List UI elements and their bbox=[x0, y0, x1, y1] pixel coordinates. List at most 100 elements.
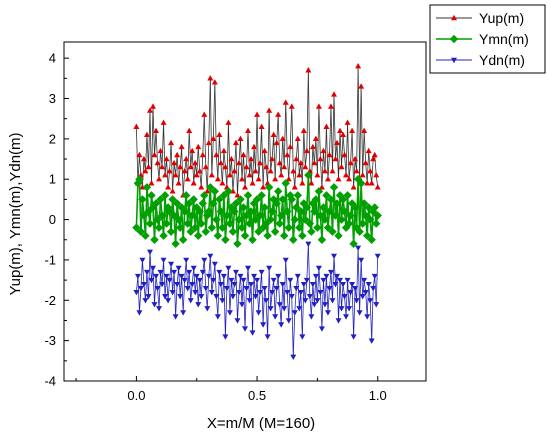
series-2-point bbox=[183, 219, 192, 228]
series-3-point bbox=[160, 257, 167, 264]
series-2-point bbox=[350, 203, 360, 212]
series-3-point bbox=[266, 265, 273, 272]
series-1-point bbox=[367, 167, 374, 174]
series-1-segment bbox=[261, 126, 264, 188]
series-2-point bbox=[302, 203, 312, 212]
series-1-point bbox=[312, 135, 319, 142]
series-2-point bbox=[359, 199, 369, 208]
series-2-segment bbox=[146, 187, 150, 212]
y-tick-label: -1 bbox=[44, 252, 56, 267]
series-1-point bbox=[205, 139, 212, 146]
series-1-point bbox=[263, 163, 270, 170]
series-2-segment bbox=[153, 203, 157, 240]
series-3-segment bbox=[158, 272, 161, 309]
series-2-point bbox=[242, 211, 251, 220]
series-2-point bbox=[298, 231, 307, 240]
series-3-segment bbox=[326, 276, 329, 313]
series-2-point bbox=[234, 215, 244, 224]
series-1-segment bbox=[188, 130, 192, 168]
series-1-segment bbox=[206, 142, 210, 192]
series-2-point bbox=[222, 211, 232, 220]
series-1-point bbox=[154, 159, 161, 166]
series-3-point bbox=[136, 310, 143, 316]
series-1-point bbox=[220, 147, 227, 154]
series-1-segment bbox=[220, 163, 223, 184]
series-2-point bbox=[200, 191, 209, 200]
series-3-point bbox=[358, 257, 365, 264]
series-1-point bbox=[330, 91, 337, 97]
series-3-point bbox=[347, 290, 354, 296]
series-1-segment bbox=[291, 106, 294, 172]
series-1-point bbox=[175, 180, 182, 186]
series-1-point bbox=[156, 176, 163, 182]
series-3-segment bbox=[365, 292, 368, 317]
series-1-point bbox=[136, 151, 143, 158]
series-3-point bbox=[367, 298, 374, 304]
series-1-point bbox=[216, 131, 223, 138]
series-3-point bbox=[281, 306, 288, 312]
series-3-segment bbox=[375, 255, 379, 305]
series-1-point bbox=[370, 155, 377, 162]
series-2-point bbox=[169, 211, 179, 220]
series-1-point bbox=[294, 135, 301, 142]
series-2-point bbox=[266, 215, 275, 224]
series-3-point bbox=[169, 290, 176, 296]
series-2-point bbox=[159, 231, 168, 240]
series-3-point bbox=[231, 281, 238, 288]
series-3-point bbox=[204, 306, 211, 312]
series-3-point bbox=[365, 281, 372, 288]
series-1-point bbox=[192, 159, 199, 166]
series-3-point bbox=[146, 249, 153, 256]
series-1-point bbox=[290, 167, 297, 174]
y-axis-title: Yup(m), Ymn(m),Ydn(m) bbox=[7, 132, 24, 295]
series-3-point bbox=[308, 314, 315, 320]
series-2-point bbox=[154, 223, 164, 232]
series-1-point bbox=[162, 171, 169, 178]
series-2-point bbox=[184, 199, 194, 208]
series-1-segment bbox=[256, 114, 259, 180]
series-1-point bbox=[178, 143, 185, 150]
x-tick-label: 0.5 bbox=[248, 388, 266, 403]
series-2-point bbox=[257, 191, 266, 200]
series-3-point bbox=[282, 257, 289, 264]
series-3-segment bbox=[359, 259, 362, 313]
series-3-point bbox=[148, 277, 155, 284]
series-3-segment bbox=[347, 280, 350, 309]
series-3-segment bbox=[288, 280, 291, 321]
series-3-segment bbox=[246, 267, 249, 289]
series-2-point bbox=[145, 219, 155, 228]
series-1-segment bbox=[368, 150, 371, 172]
series-3-point bbox=[318, 326, 325, 332]
series-2-segment bbox=[318, 191, 322, 216]
series-2-point bbox=[240, 231, 250, 240]
series-1-point bbox=[337, 127, 344, 133]
series-2-point bbox=[233, 239, 242, 248]
series-1-segment bbox=[289, 106, 293, 147]
series-2-point bbox=[352, 223, 361, 232]
series-2-point bbox=[186, 227, 195, 236]
series-2-point bbox=[278, 195, 287, 204]
series-2 bbox=[132, 170, 382, 248]
series-1-point bbox=[270, 131, 277, 138]
series-3-point bbox=[201, 257, 208, 264]
series-3 bbox=[133, 241, 381, 360]
series-3-point bbox=[229, 294, 236, 300]
series-3-point bbox=[343, 314, 350, 320]
series-3-point bbox=[260, 322, 267, 328]
series-1-point bbox=[181, 167, 188, 174]
series-3-segment bbox=[366, 284, 370, 317]
series-3-point bbox=[257, 290, 264, 296]
series-3-point bbox=[299, 334, 306, 340]
series-2-segment bbox=[307, 175, 311, 224]
series-3-point bbox=[223, 285, 230, 292]
series-2-point bbox=[198, 199, 207, 208]
series-1-point bbox=[166, 167, 173, 174]
series-1-segment bbox=[212, 82, 216, 139]
series-1-point bbox=[210, 135, 217, 142]
series-2-point bbox=[361, 211, 370, 220]
y-axis: -4 -3 -2 -1 0 1 2 3 4 bbox=[44, 51, 69, 389]
series-2-segment bbox=[211, 203, 215, 228]
series-2-segment bbox=[214, 191, 218, 220]
series-1-segment bbox=[244, 167, 247, 188]
series-3-segment bbox=[338, 280, 341, 321]
